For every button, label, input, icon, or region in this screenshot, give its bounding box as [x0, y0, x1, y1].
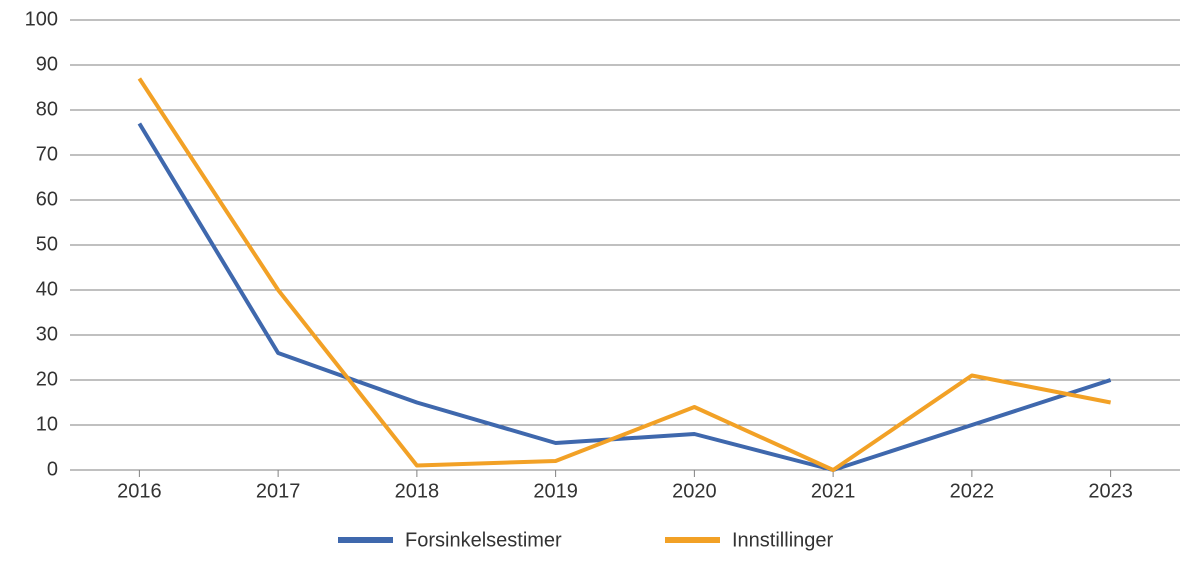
y-axis-label: 30	[36, 323, 58, 345]
x-axis-label: 2022	[950, 481, 995, 503]
series-line-1	[139, 79, 1110, 471]
y-axis-label: 100	[25, 8, 58, 30]
x-axis-label: 2017	[256, 481, 301, 503]
y-axis-label: 60	[36, 188, 58, 210]
x-axis-label: 2021	[811, 481, 856, 503]
y-axis-label: 80	[36, 98, 58, 120]
legend-label-1: Innstillinger	[732, 529, 834, 551]
y-axis-label: 10	[36, 413, 58, 435]
y-axis-label: 0	[47, 458, 58, 480]
y-axis-label: 20	[36, 368, 58, 390]
line-chart: 0 10 20 30 40 50 60 70 80 90 100 2016 2017 2018 2019 20…	[0, 0, 1200, 569]
x-axis-label: 2016	[117, 481, 162, 503]
x-axis-label: 2018	[395, 481, 440, 503]
chart-canvas: 0 10 20 30 40 50 60 70 80 90 100 2016 2017 2018 2019 20…	[0, 0, 1200, 569]
y-axis-label: 90	[36, 53, 58, 75]
legend-label-0: Forsinkelsestimer	[405, 529, 562, 551]
x-axis-label: 2023	[1088, 481, 1133, 503]
x-axis-label: 2020	[672, 481, 717, 503]
y-axis-label: 50	[36, 233, 58, 255]
y-axis-label: 70	[36, 143, 58, 165]
x-axis-label: 2019	[533, 481, 578, 503]
y-axis-label: 40	[36, 278, 58, 300]
